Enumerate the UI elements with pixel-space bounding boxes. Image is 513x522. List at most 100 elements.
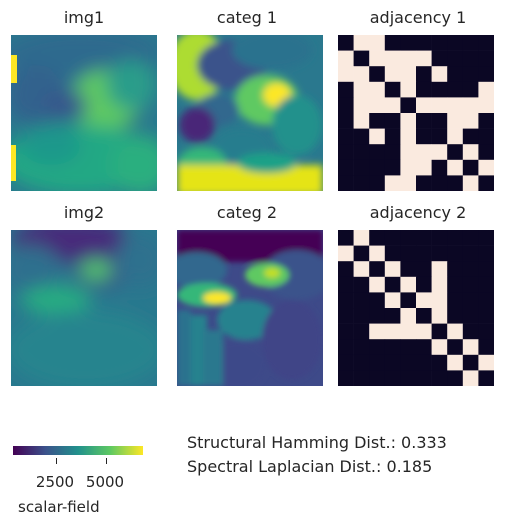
adjacency1-cell-4-8: [462, 97, 479, 114]
adjacency2-cell-0-9: [478, 230, 494, 246]
adjacency1-cell-8-6: [431, 159, 448, 176]
colorbar-label: scalar-field: [18, 498, 100, 516]
adjacency2-cell-4-1: [353, 292, 370, 309]
adjacency2-cell-1-4: [400, 245, 417, 262]
adjacency2-cell-2-6: [431, 261, 448, 278]
adjacency1-cell-1-5: [416, 50, 432, 67]
adjacency2-cell-4-0: [338, 292, 354, 309]
adjacency1-cell-0-1: [353, 35, 370, 51]
adjacency1-cell-6-4: [400, 128, 417, 145]
adjacency1-cell-7-4: [400, 144, 417, 161]
adjacency2-cell-2-8: [462, 261, 479, 278]
adjacency1-cell-9-9: [478, 175, 494, 191]
adjacency2-cell-8-1: [353, 354, 370, 371]
adjacency1-cell-3-6: [431, 81, 448, 98]
categ1-heatmap: [177, 35, 323, 191]
adjacency2-cell-4-5: [416, 292, 432, 309]
adjacency2-cell-3-4: [400, 276, 417, 293]
adjacency1-cell-0-0: [338, 35, 354, 51]
categ2-heatmap: [177, 230, 323, 386]
categ2-title: categ 2: [216, 203, 278, 222]
adjacency2-cell-6-2: [369, 323, 386, 340]
adjacency1-cell-1-6: [431, 50, 448, 67]
laplacian-distance-text: Spectral Laplacian Dist.: 0.185: [187, 457, 433, 476]
adjacency2-cell-5-5: [416, 308, 432, 324]
adjacency1-cell-6-8: [462, 128, 479, 145]
adjacency2-cell-1-5: [416, 245, 432, 262]
adjacency1-cell-6-0: [338, 128, 354, 145]
adjacency2-cell-5-7: [447, 308, 464, 324]
adjacency1-cell-3-7: [447, 81, 464, 98]
adjacency2-cell-2-4: [400, 261, 417, 278]
adjacency2-cell-3-5: [416, 276, 432, 293]
adjacency2-cell-8-9: [478, 354, 494, 371]
adjacency1-cell-9-7: [447, 175, 464, 191]
adjacency2-cell-8-6: [431, 354, 448, 371]
adjacency1-cell-2-5: [416, 66, 432, 83]
adjacency2-cell-3-0: [338, 276, 354, 293]
adjacency2-cell-5-3: [384, 308, 401, 324]
adjacency1-cell-4-7: [447, 97, 464, 114]
adjacency2-cell-9-6: [431, 370, 448, 386]
adjacency2-cell-6-1: [353, 323, 370, 340]
adjacency2-cell-8-4: [400, 354, 417, 371]
adjacency2-matrix: [338, 230, 494, 386]
adjacency1-cell-5-3: [384, 113, 401, 129]
adjacency2-cell-5-4: [400, 308, 417, 324]
adjacency1-cell-2-0: [338, 66, 354, 83]
adjacency1-cell-0-5: [416, 35, 432, 51]
adjacency2-cell-3-9: [478, 276, 494, 293]
adjacency2-cell-6-7: [447, 323, 464, 340]
adjacency2-cell-1-6: [431, 245, 448, 262]
adjacency1-cell-6-7: [447, 128, 464, 145]
adjacency2-cell-7-8: [462, 339, 479, 356]
adjacency1-cell-7-9: [478, 144, 494, 161]
adjacency2-cell-9-8: [462, 370, 479, 386]
colorbar: [13, 446, 143, 455]
adjacency1-cell-4-9: [478, 97, 494, 114]
img2-heatmap: [11, 230, 157, 386]
adjacency2-cell-0-5: [416, 230, 432, 246]
adjacency1-cell-0-2: [369, 35, 386, 51]
colorbar-ticklabel-5000: 5000: [85, 473, 125, 491]
adjacency2-cell-0-8: [462, 230, 479, 246]
adjacency1-cell-5-2: [369, 113, 386, 129]
adjacency2-cell-6-5: [416, 323, 432, 340]
adjacency1-cell-7-8: [462, 144, 479, 161]
adjacency2-cell-4-8: [462, 292, 479, 309]
colorbar-tick-5000: [106, 458, 107, 464]
adjacency1-cell-4-4: [400, 97, 417, 114]
adjacency2-cell-0-4: [400, 230, 417, 246]
adjacency2-cell-7-3: [384, 339, 401, 356]
adjacency1-cell-0-3: [384, 35, 401, 51]
adjacency2-cell-4-4: [400, 292, 417, 309]
adjacency2-cell-7-4: [400, 339, 417, 356]
adjacency2-cell-3-3: [384, 276, 401, 293]
adjacency1-cell-6-1: [353, 128, 370, 145]
adjacency2-cell-1-9: [478, 245, 494, 262]
adjacency1-cell-4-3: [384, 97, 401, 114]
img1-heatmap: [11, 35, 157, 191]
adjacency1-cell-9-0: [338, 175, 354, 191]
adjacency1-cell-0-4: [400, 35, 417, 51]
adjacency1-cell-9-1: [353, 175, 370, 191]
adjacency2-cell-9-2: [369, 370, 386, 386]
adjacency2-cell-7-0: [338, 339, 354, 356]
adjacency2-cell-2-3: [384, 261, 401, 278]
adjacency2-cell-3-8: [462, 276, 479, 293]
adjacency1-matrix: [338, 35, 494, 191]
colorbar-ticklabel-2500: 2500: [35, 473, 75, 491]
adjacency1-cell-9-8: [462, 175, 479, 191]
adjacency1-cell-2-6: [431, 66, 448, 83]
adjacency1-cell-4-1: [353, 97, 370, 114]
adjacency1-cell-5-4: [400, 113, 417, 129]
adjacency2-cell-8-2: [369, 354, 386, 371]
adjacency1-cell-5-6: [431, 113, 448, 129]
adjacency1-cell-8-7: [447, 159, 464, 176]
adjacency1-cell-7-3: [384, 144, 401, 161]
adjacency2-cell-0-1: [353, 230, 370, 246]
adjacency1-cell-5-9: [478, 113, 494, 129]
adjacency1-cell-6-2: [369, 128, 386, 145]
adjacency1-cell-5-7: [447, 113, 464, 129]
hamming-distance-text: Structural Hamming Dist.: 0.333: [187, 433, 447, 452]
